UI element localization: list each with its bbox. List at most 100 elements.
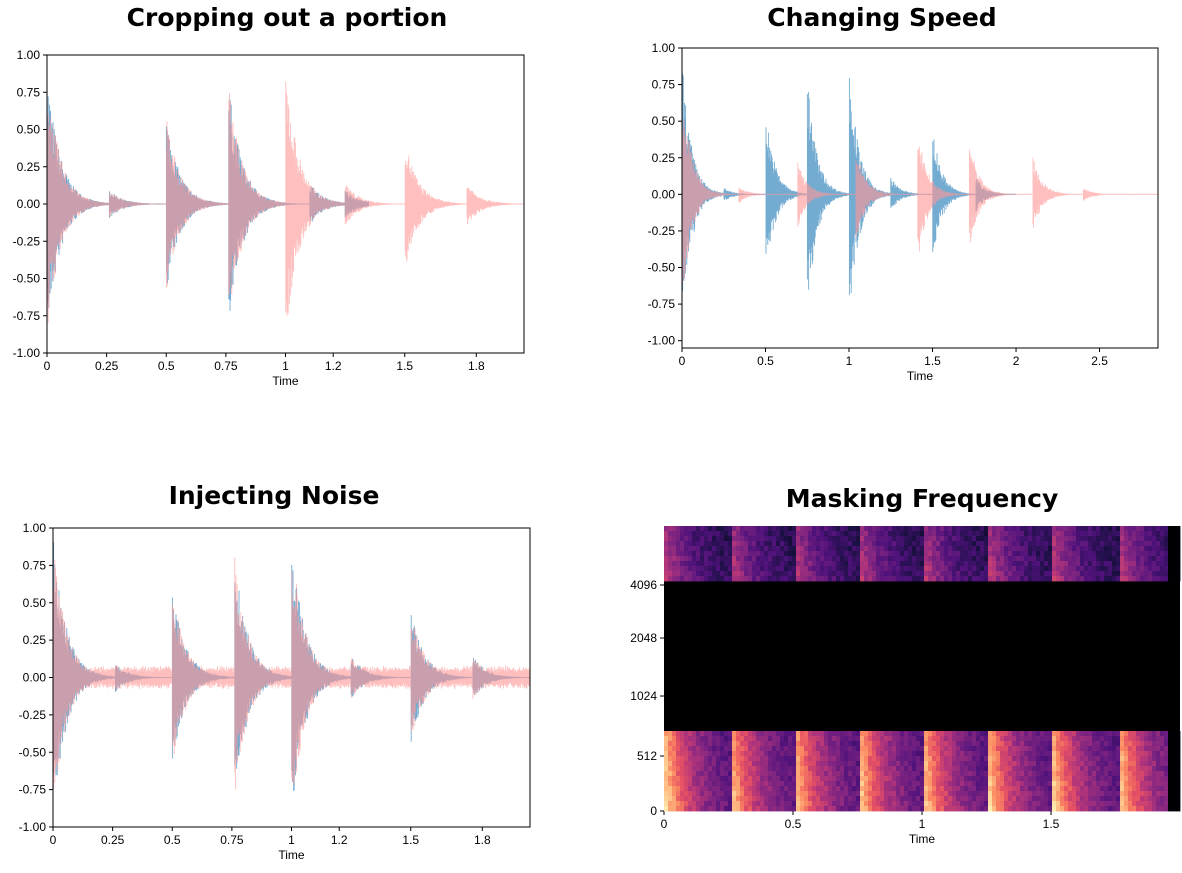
spectrogram-cell xyxy=(1104,536,1109,542)
spectrogram-cell xyxy=(772,771,777,777)
spectrogram-cell xyxy=(756,741,761,747)
spectrogram-cell xyxy=(664,731,669,737)
spectrogram-cell xyxy=(1088,771,1093,777)
spectrogram-cell xyxy=(976,566,981,572)
spectrogram-cell xyxy=(676,546,681,552)
spectrogram-cell xyxy=(1028,766,1033,772)
spectrogram-cell xyxy=(872,541,877,547)
spectrogram-cell xyxy=(948,741,953,747)
spectrogram-cell xyxy=(1152,526,1157,532)
spectrogram-cell xyxy=(1128,541,1133,547)
spectrogram-cell xyxy=(788,781,793,787)
spectrogram-cell xyxy=(844,761,849,767)
spectrogram-cell xyxy=(820,541,825,547)
spectrogram-cell xyxy=(688,546,693,552)
spectrogram-cell xyxy=(680,531,685,537)
spectrogram-cell xyxy=(956,776,961,782)
spectrogram-cell xyxy=(716,796,721,802)
spectrogram-cell xyxy=(1060,791,1065,797)
spectrogram-cell xyxy=(948,566,953,572)
spectrogram-cell xyxy=(780,781,785,787)
spectrogram-cell xyxy=(932,756,937,762)
spectrogram-cell xyxy=(720,571,725,577)
spectrogram-cell xyxy=(1104,791,1109,797)
spectrogram-cell xyxy=(928,786,933,792)
spectrogram-cell xyxy=(1104,796,1109,802)
spectrogram-cell xyxy=(964,556,969,562)
spectrogram-cell xyxy=(1156,541,1161,547)
spectrogram-cell xyxy=(904,571,909,577)
spectrogram-cell xyxy=(912,806,917,812)
spectrogram-cell xyxy=(684,771,689,777)
y-tick-label: 1.00 xyxy=(17,48,41,62)
spectrogram-cell xyxy=(832,786,837,792)
spectrogram-cell xyxy=(1108,741,1113,747)
spectrogram-cell xyxy=(788,541,793,547)
spectrogram-cell xyxy=(1120,531,1125,537)
spectrogram-cell xyxy=(1104,531,1109,537)
spectrogram-cell xyxy=(760,731,765,737)
spectrogram-cell xyxy=(1148,806,1153,812)
spectrogram-cell xyxy=(1084,526,1089,532)
spectrogram-cell xyxy=(1028,791,1033,797)
spectrogram-cell xyxy=(968,556,973,562)
spectrogram-cell xyxy=(892,766,897,772)
spectrogram-cell xyxy=(848,776,853,782)
spectrogram-cell xyxy=(1076,806,1081,812)
spectrogram-cell xyxy=(756,776,761,782)
spectrogram-cell xyxy=(784,571,789,577)
spectrogram-cell xyxy=(864,531,869,537)
spectrogram-cell xyxy=(988,801,993,807)
spectrogram-cell xyxy=(736,771,741,777)
spectrogram-cell xyxy=(1068,786,1073,792)
spectrogram-cell xyxy=(1168,796,1173,802)
spectrogram-cell xyxy=(1112,776,1117,782)
spectrogram-cell xyxy=(780,576,785,582)
spectrogram-cell xyxy=(752,806,757,812)
spectrogram-cell xyxy=(740,556,745,562)
spectrogram-cell xyxy=(904,556,909,562)
spectrogram-cell xyxy=(1004,736,1009,742)
spectrogram-cell xyxy=(716,571,721,577)
spectrogram-cell xyxy=(928,761,933,767)
spectrogram-cell xyxy=(848,566,853,572)
spectrogram-cell xyxy=(664,576,669,582)
spectrogram-cell xyxy=(876,771,881,777)
spectrogram-cell xyxy=(992,556,997,562)
spectrogram-cell xyxy=(912,526,917,532)
spectrogram-cell xyxy=(800,786,805,792)
spectrogram-cell xyxy=(776,731,781,737)
spectrogram-cell xyxy=(964,791,969,797)
spectrogram-cell xyxy=(752,796,757,802)
spectrogram-cell xyxy=(1080,801,1085,807)
spectrogram-cell xyxy=(808,536,813,542)
spectrogram-cell xyxy=(1000,551,1005,557)
spectrogram-cell xyxy=(968,741,973,747)
spectrogram-cell xyxy=(816,556,821,562)
spectrogram-cell xyxy=(1060,746,1065,752)
spectrogram-cell xyxy=(1072,786,1077,792)
spectrogram-cell xyxy=(1108,541,1113,547)
spectrogram-cell xyxy=(1092,576,1097,582)
spectrogram-cell xyxy=(896,736,901,742)
spectrogram-cell xyxy=(824,526,829,532)
spectrogram-cell xyxy=(924,531,929,537)
spectrogram-cell xyxy=(952,751,957,757)
spectrogram-cell xyxy=(764,731,769,737)
spectrogram-cell xyxy=(1044,756,1049,762)
spectrogram-cell xyxy=(1024,751,1029,757)
spectrogram-cell xyxy=(1132,531,1137,537)
spectrogram-cell xyxy=(968,776,973,782)
spectrogram-cell xyxy=(852,741,857,747)
spectrogram-cell xyxy=(800,736,805,742)
spectrogram-cell xyxy=(1048,741,1053,747)
spectrogram-cell xyxy=(1144,556,1149,562)
spectrogram-cell xyxy=(1020,571,1025,577)
spectrogram-cell xyxy=(1128,761,1133,767)
spectrogram-cell xyxy=(824,546,829,552)
spectrogram-cell xyxy=(836,791,841,797)
spectrogram-cell xyxy=(764,756,769,762)
spectrogram-cell xyxy=(920,566,925,572)
spectrogram-cell xyxy=(1104,766,1109,772)
spectrogram-cell xyxy=(924,576,929,582)
